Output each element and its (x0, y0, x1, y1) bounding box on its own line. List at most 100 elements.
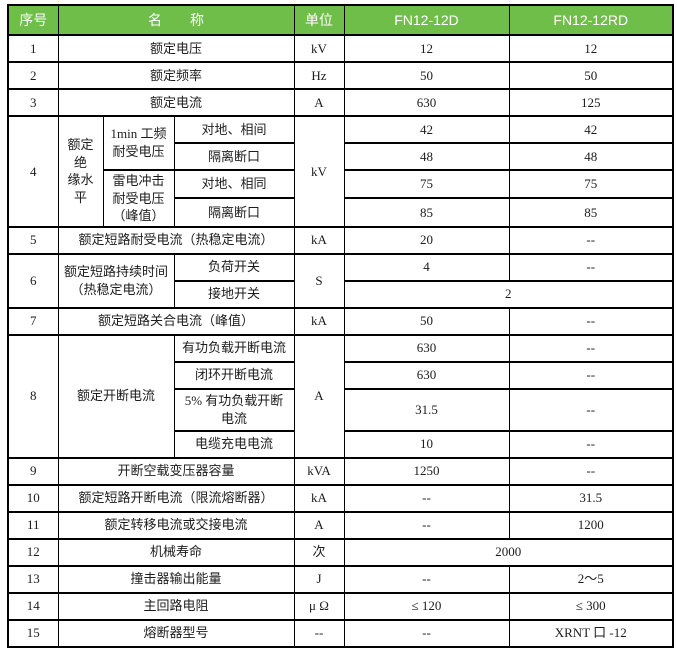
header-unit: 单位 (293, 4, 345, 36)
row4b-value-d: 48 (343, 142, 510, 171)
row12-value-span: 2000 (343, 537, 674, 567)
row8a-value-d: 630 (343, 333, 510, 363)
row6b-name: 接地开关 (173, 279, 295, 309)
row4b-name: 隔离断口 (173, 142, 295, 171)
row1-name: 额定电压 (57, 34, 295, 63)
row9-serial: 9 (7, 456, 59, 486)
row3-name: 额定电流 (57, 88, 295, 117)
row15-unit: -- (293, 618, 345, 648)
table-row: 8 额定开断电流 有功负载开断电流 A 630 -- (7, 333, 674, 459)
header-row: 序号 名 称 单位 FN12-12D FN12-12RD (7, 4, 674, 36)
row11-name: 额定转移电流或交接电流 (57, 510, 295, 540)
row5-serial: 5 (7, 225, 59, 255)
row9-value-d: 1250 (343, 456, 510, 486)
table-row: 13 撞击器输出能量 J -- 2～5 (7, 564, 674, 594)
row8a-name: 有功负载开断电流 (173, 333, 295, 363)
row12-name: 机械寿命 (57, 537, 295, 567)
row8b-name: 闭环开断电流 (173, 360, 295, 390)
row8b-value-rd: -- (508, 360, 674, 390)
row3-serial: 3 (7, 88, 59, 117)
table-row: 隔离断口 48 48 (8, 142, 674, 171)
row12-serial: 12 (7, 537, 59, 567)
row2-name: 额定频率 (57, 61, 295, 90)
row13-value-d: -- (343, 564, 510, 594)
table-row: 12 机械寿命 次 2000 (7, 537, 674, 567)
row11-value-d: -- (343, 510, 510, 540)
row11-serial: 11 (7, 510, 59, 540)
row6b-value-span: 2 (343, 279, 674, 309)
table-row: 3 额定电流 A 630 125 (7, 88, 674, 117)
row10-value-d: -- (343, 483, 510, 513)
row5-value-rd: -- (508, 225, 674, 255)
row12-unit: 次 (293, 537, 345, 567)
row11-value-rd: 1200 (508, 510, 674, 540)
row15-serial: 15 (7, 618, 59, 648)
row6a-value-d: 4 (343, 252, 510, 282)
row8c-value-d: 31.5 (343, 387, 510, 432)
table-row: 闭环开断电流 630 -- (8, 360, 674, 390)
row4a-value-rd: 42 (508, 115, 674, 144)
row13-value-rd: 2～5 (508, 564, 674, 594)
row9-value-rd: -- (508, 456, 674, 486)
row8c-name: 5% 有功负载开断 电流 (173, 387, 295, 432)
row7-value-d: 50 (343, 306, 510, 336)
row3-value-d: 630 (343, 88, 510, 117)
table-row: 10 额定短路开断电流（限流熔断器） kA -- 31.5 (7, 483, 674, 513)
table-row: 电缆充电电流 10 -- (8, 429, 674, 459)
row8d-value-rd: -- (508, 429, 674, 459)
row8c-value-rd: -- (508, 387, 674, 432)
row4-unit: kV (293, 115, 345, 228)
row10-unit: kA (293, 483, 345, 513)
row1-unit: kV (293, 34, 345, 63)
row4-serial: 4 (7, 115, 59, 228)
table-row: 2 额定频率 Hz 50 50 (7, 61, 674, 90)
header-serial: 序号 (7, 4, 59, 36)
header-model-fn12-12d: FN12-12D (343, 4, 510, 36)
row13-name: 撞击器输出能量 (57, 564, 295, 594)
row2-serial: 2 (7, 61, 59, 90)
row2-unit: Hz (293, 61, 345, 90)
row8d-name: 电缆充电电流 (173, 429, 295, 459)
header-model-fn12-12rd: FN12-12RD (508, 4, 674, 36)
table-row: 5% 有功负载开断 电流 31.5 -- (8, 387, 674, 432)
table-row: 雷电冲击 耐受电压 （峰值） 对地、相同 75 75 (8, 168, 674, 228)
row8b-value-d: 630 (343, 360, 510, 390)
row9-name: 开断空载变压器容量 (57, 456, 295, 486)
row5-value-d: 20 (343, 225, 510, 255)
row6-unit: S (293, 252, 345, 309)
row1-serial: 1 (7, 34, 59, 63)
row8-group: 额定开断电流 (57, 333, 175, 459)
row15-name: 熔断器型号 (57, 618, 295, 648)
table-row: 11 额定转移电流或交接电流 A -- 1200 (7, 510, 674, 540)
table-row: 隔离断口 85 85 (8, 197, 674, 228)
row4b-value-rd: 48 (508, 142, 674, 171)
row4d-name: 隔离断口 (173, 197, 295, 228)
table-row: 接地开关 2 (8, 279, 674, 309)
row4-subgroup-power-freq: 1min 工频 耐受电压 (102, 115, 175, 171)
row4d-value-rd: 85 (508, 197, 674, 228)
row14-value-rd: ≤ 300 (508, 591, 674, 621)
row7-unit: kA (293, 306, 345, 336)
row7-serial: 7 (7, 306, 59, 336)
row3-unit: A (293, 88, 345, 117)
row4a-value-d: 42 (343, 115, 510, 144)
row10-name: 额定短路开断电流（限流熔断器） (57, 483, 295, 513)
row4-group: 额定绝 缘水平 (57, 115, 104, 228)
row1-value-d: 12 (343, 34, 510, 63)
row4d-value-d: 85 (343, 197, 510, 228)
row8d-value-d: 10 (343, 429, 510, 459)
row2-value-rd: 50 (508, 61, 674, 90)
row5-unit: kA (293, 225, 345, 255)
spec-table: 序号 名 称 单位 FN12-12D FN12-12RD 1 额定电压 kV 1… (7, 4, 674, 648)
row14-name: 主回路电阻 (57, 591, 295, 621)
row7-value-rd: -- (508, 306, 674, 336)
row11-unit: A (293, 510, 345, 540)
row8-serial: 8 (7, 333, 59, 459)
header-name: 名 称 (57, 4, 295, 36)
row13-serial: 13 (7, 564, 59, 594)
table-row: 6 额定短路持续时间 （热稳定电流） 负荷开关 S 4 -- (7, 252, 674, 309)
row2-value-d: 50 (343, 61, 510, 90)
row10-value-rd: 31.5 (508, 483, 674, 513)
row7-name: 额定短路关合电流（峰值） (57, 306, 295, 336)
